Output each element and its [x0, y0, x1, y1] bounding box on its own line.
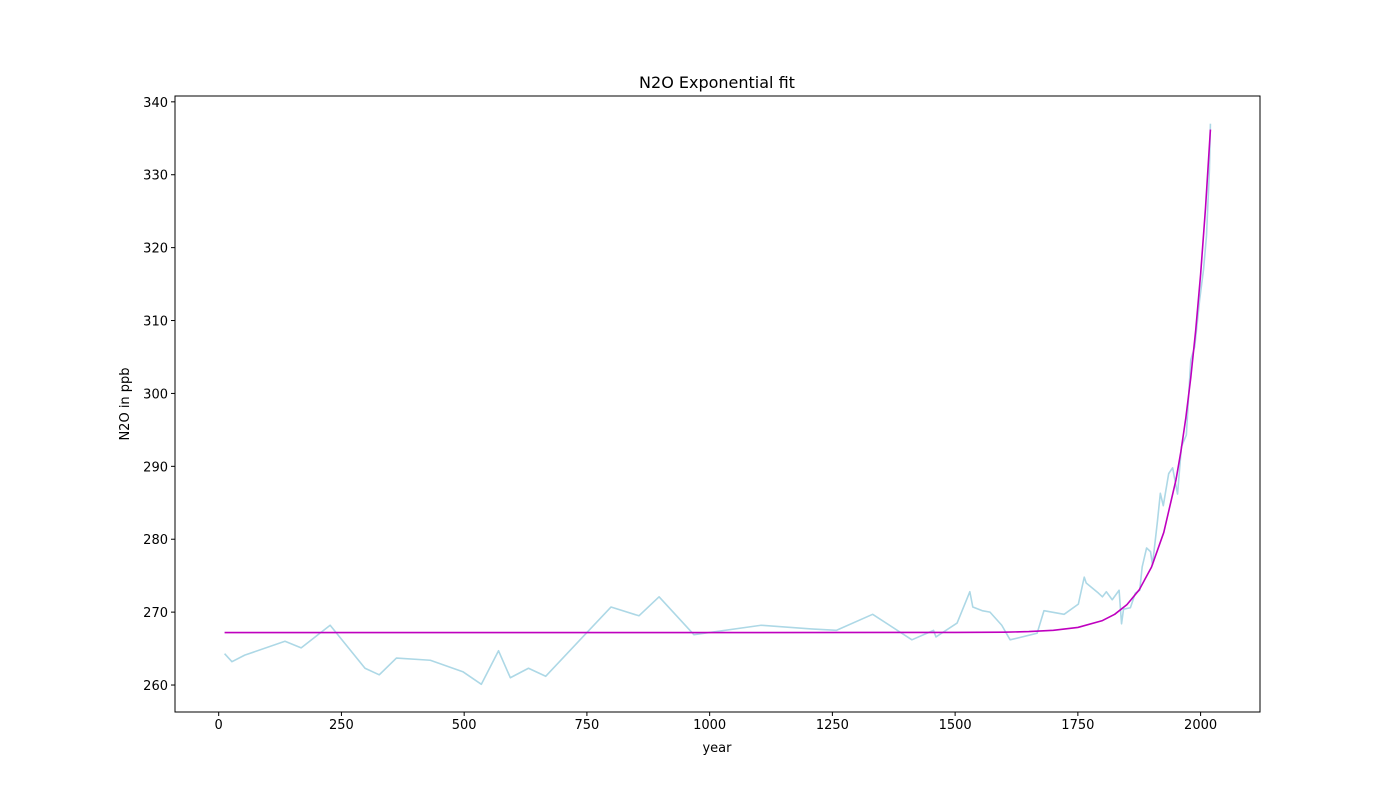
- y-tick-label: 310: [143, 315, 168, 330]
- y-tick-label: 290: [143, 460, 168, 475]
- x-tick-label: 0: [215, 718, 223, 733]
- y-tick-label: 330: [143, 169, 168, 184]
- x-tick-label: 1750: [1061, 718, 1094, 733]
- x-tick-label: 1250: [816, 718, 849, 733]
- chart-title: N2O Exponential fit: [639, 73, 795, 92]
- y-tick-label: 300: [143, 387, 168, 402]
- y-tick-label: 280: [143, 533, 168, 548]
- x-tick-label: 2000: [1184, 718, 1217, 733]
- y-tick-label: 320: [143, 242, 168, 257]
- y-axis-label: N2O in ppb: [118, 367, 133, 440]
- y-tick-label: 260: [143, 679, 168, 694]
- plot-frame: [174, 95, 1261, 713]
- x-tick-label: 1500: [939, 718, 972, 733]
- x-tick-label: 750: [574, 718, 599, 733]
- x-axis-label: year: [702, 741, 732, 756]
- x-tick-label: 250: [329, 718, 354, 733]
- data-line: [224, 129, 1212, 634]
- x-tick-label: 1000: [693, 718, 726, 733]
- y-tick-label: 340: [143, 96, 168, 111]
- x-tick-label: 500: [452, 718, 477, 733]
- y-tick-label: 270: [143, 606, 168, 621]
- data-line: [223, 123, 1212, 686]
